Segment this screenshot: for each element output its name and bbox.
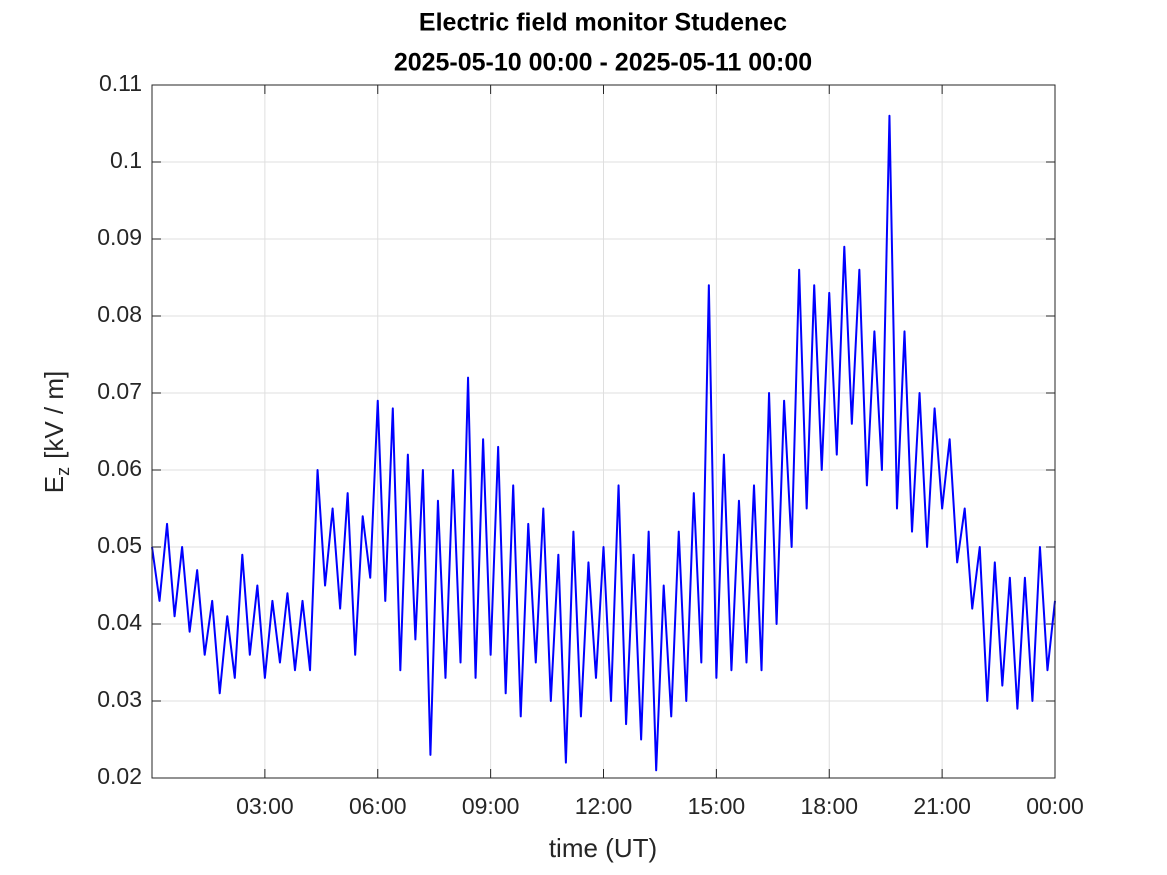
y-tick-label: 0.03 [97,686,142,712]
x-tick-label: 21:00 [913,793,971,819]
y-tick-label: 0.04 [97,609,142,635]
x-tick-label: 03:00 [236,793,294,819]
y-axis-label: Ez [kV / m] [39,371,73,493]
axes-box [151,84,1056,779]
x-tick-label: 15:00 [688,793,746,819]
chart-title: Electric field monitor Studenec [419,9,787,37]
x-tick-label: 18:00 [800,793,858,819]
x-tick-label: 00:00 [1026,793,1084,819]
data-line [151,114,1056,772]
x-tick-label: 06:00 [349,793,407,819]
chart-subtitle: 2025-05-10 00:00 - 2025-05-11 00:00 [394,49,812,77]
y-tick-label: 0.02 [97,763,142,789]
y-tick-label: 0.07 [97,378,142,404]
x-axis-label: time (UT) [549,833,657,863]
y-tick-label: 0.08 [97,301,142,327]
y-tick-label: 0.11 [99,70,142,96]
y-tick-label: 0.09 [97,224,142,250]
y-tick-label: 0.05 [97,532,142,558]
y-label-subscript: z [53,467,73,476]
x-tick-label: 12:00 [575,793,633,819]
y-label-base: E [39,476,69,493]
x-tick-label: 09:00 [462,793,520,819]
y-label-unit: [kV / m] [39,371,69,459]
y-tick-label: 0.1 [110,147,142,173]
y-tick-label: 0.06 [97,455,142,481]
